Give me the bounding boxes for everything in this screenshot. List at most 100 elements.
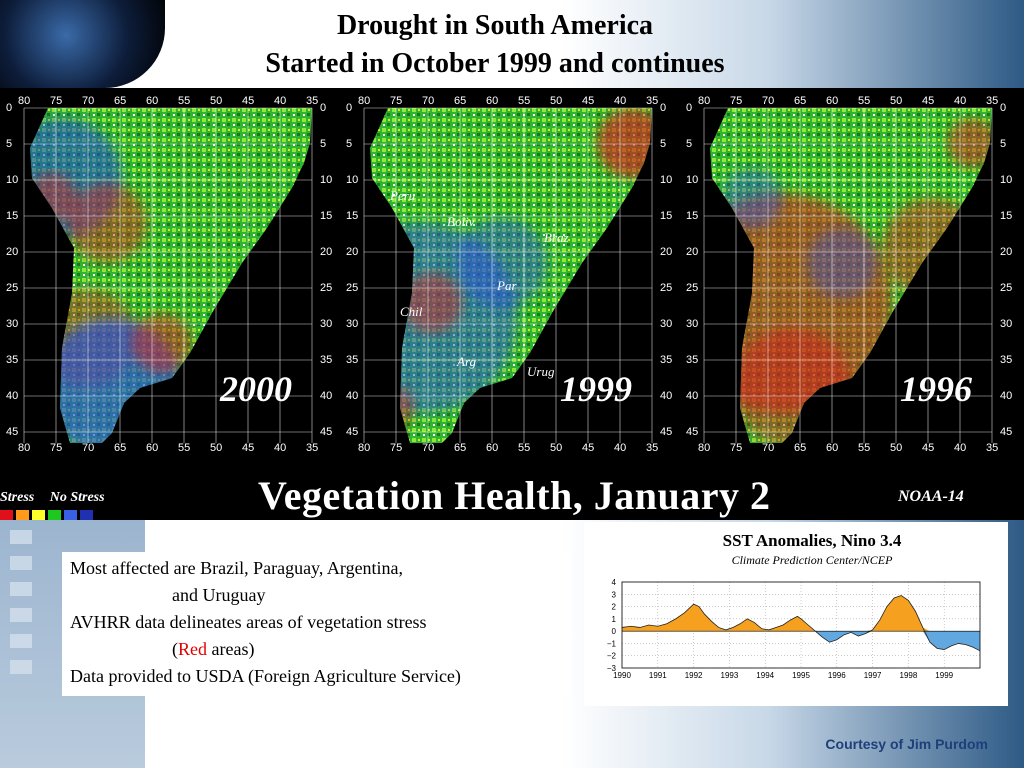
latitude-tick-label: 10 bbox=[346, 174, 359, 186]
y-tick-label: 3 bbox=[612, 590, 617, 599]
longitude-tick-label: 65 bbox=[114, 95, 127, 107]
decorative-square bbox=[10, 556, 32, 570]
longitude-tick-label: 35 bbox=[986, 442, 999, 454]
note-paren-open: ( bbox=[172, 639, 178, 659]
latitude-tick-label: 25 bbox=[686, 282, 699, 294]
longitude-tick-label: 45 bbox=[582, 442, 595, 454]
legend-swatch bbox=[48, 510, 61, 520]
latitude-tick-label: 0 bbox=[660, 102, 667, 114]
stress-region bbox=[370, 386, 414, 430]
stress-region bbox=[732, 328, 852, 443]
latitude-tick-label: 30 bbox=[660, 318, 673, 330]
longitude-tick-label: 45 bbox=[582, 95, 595, 107]
satellite-globe-image bbox=[0, 0, 165, 88]
longitude-tick-label: 50 bbox=[550, 95, 563, 107]
latitude-tick-label: 45 bbox=[346, 426, 359, 438]
y-tick-label: −3 bbox=[607, 664, 617, 673]
longitude-tick-label: 65 bbox=[794, 442, 807, 454]
map-image bbox=[363, 107, 653, 443]
latitude-tick-label: 0 bbox=[346, 102, 353, 114]
chart-subtitle: Climate Prediction Center/NCEP bbox=[732, 553, 894, 567]
latitude-tick-label: 35 bbox=[6, 354, 19, 366]
longitude-tick-label: 45 bbox=[242, 442, 255, 454]
latitude-tick-label: 20 bbox=[1000, 246, 1013, 258]
latitude-tick-label: 25 bbox=[320, 282, 333, 294]
map-panel-2000: 80 80 75 75 70 70 65 65 60 60 55 55 50 50 45 45 40 40 35 35… bbox=[6, 88, 333, 460]
stress-region bbox=[457, 218, 547, 308]
country-label: Chil bbox=[400, 304, 423, 319]
map-panel-1999: 80 80 75 75 70 70 65 65 60 60 55 55 50 50 45 45 40 40 35 35… bbox=[346, 88, 673, 460]
longitude-tick-label: 70 bbox=[762, 95, 775, 107]
latitude-tick-label: 30 bbox=[346, 318, 359, 330]
longitude-tick-label: 80 bbox=[698, 442, 711, 454]
decorative-square bbox=[10, 530, 32, 544]
positive-anomaly-area bbox=[622, 595, 980, 632]
decorative-square bbox=[10, 582, 32, 596]
satellite-label: NOAA-14 bbox=[898, 488, 964, 505]
longitude-tick-label: 75 bbox=[730, 95, 743, 107]
note-red-word: Red bbox=[178, 639, 207, 659]
longitude-tick-label: 50 bbox=[210, 95, 223, 107]
latitude-tick-label: 0 bbox=[6, 102, 13, 114]
notes-textbox: Most affected are Brazil, Paraguay, Arge… bbox=[62, 552, 572, 696]
chart-title: SST Anomalies, Nino 3.4 bbox=[723, 531, 902, 550]
latitude-tick-label: 5 bbox=[6, 138, 13, 150]
y-tick-label: 2 bbox=[612, 603, 617, 612]
latitude-tick-label: 5 bbox=[346, 138, 353, 150]
country-label: Peru bbox=[390, 188, 416, 203]
latitude-tick-label: 10 bbox=[1000, 174, 1013, 186]
country-label: Par bbox=[497, 278, 517, 293]
stress-region bbox=[132, 313, 192, 373]
map-year-label: 2000 bbox=[220, 369, 292, 409]
longitude-tick-label: 45 bbox=[922, 95, 935, 107]
x-tick-label: 1995 bbox=[792, 671, 810, 680]
map-year-label: 1996 bbox=[900, 369, 972, 409]
latitude-tick-label: 20 bbox=[346, 246, 359, 258]
latitude-tick-label: 10 bbox=[660, 174, 673, 186]
latitude-tick-label: 45 bbox=[1000, 426, 1013, 438]
longitude-tick-label: 60 bbox=[486, 442, 499, 454]
legend-no-stress-label: No Stress bbox=[49, 490, 105, 505]
longitude-tick-label: 55 bbox=[858, 95, 871, 107]
longitude-tick-label: 75 bbox=[730, 442, 743, 454]
latitude-tick-label: 45 bbox=[686, 426, 699, 438]
note-line-4: (Red areas) bbox=[172, 639, 254, 660]
note-line-1: Most affected are Brazil, Paraguay, Arge… bbox=[70, 558, 404, 578]
latitude-tick-label: 35 bbox=[320, 354, 333, 366]
latitude-tick-label: 10 bbox=[686, 174, 699, 186]
longitude-tick-label: 55 bbox=[858, 442, 871, 454]
stress-region bbox=[597, 108, 652, 178]
latitude-tick-label: 0 bbox=[686, 102, 693, 114]
vegetation-health-maps: 80 80 75 75 70 70 65 65 60 60 55 55 50 50 45 45 40 40 35 35… bbox=[0, 88, 1024, 520]
x-tick-label: 1993 bbox=[721, 671, 739, 680]
y-tick-label: 0 bbox=[612, 627, 617, 636]
latitude-tick-label: 45 bbox=[6, 426, 19, 438]
longitude-tick-label: 60 bbox=[146, 95, 159, 107]
decorative-square bbox=[10, 660, 32, 674]
latitude-tick-label: 45 bbox=[660, 426, 673, 438]
latitude-tick-label: 15 bbox=[6, 210, 19, 222]
country-label: Boliv bbox=[447, 214, 475, 229]
legend-swatch bbox=[0, 510, 13, 520]
latitude-tick-label: 25 bbox=[660, 282, 673, 294]
longitude-tick-label: 80 bbox=[18, 442, 31, 454]
x-tick-label: 1991 bbox=[649, 671, 667, 680]
latitude-tick-label: 40 bbox=[1000, 390, 1013, 402]
x-tick-label: 1999 bbox=[935, 671, 953, 680]
courtesy-credit: Courtesy of Jim Purdom bbox=[825, 736, 988, 752]
vegetation-health-title: Vegetation Health, January 2 bbox=[258, 473, 771, 518]
latitude-tick-label: 40 bbox=[686, 390, 699, 402]
longitude-tick-label: 75 bbox=[390, 95, 403, 107]
longitude-tick-label: 35 bbox=[306, 442, 319, 454]
latitude-tick-label: 40 bbox=[660, 390, 673, 402]
note-line-5: Data provided to USDA (Foreign Agricultu… bbox=[70, 666, 461, 686]
longitude-tick-label: 80 bbox=[358, 442, 371, 454]
latitude-tick-label: 40 bbox=[6, 390, 19, 402]
longitude-tick-label: 35 bbox=[306, 95, 319, 107]
latitude-tick-label: 25 bbox=[6, 282, 19, 294]
latitude-tick-label: 30 bbox=[320, 318, 333, 330]
legend-swatch bbox=[80, 510, 93, 520]
stress-region bbox=[30, 173, 77, 223]
latitude-tick-label: 15 bbox=[346, 210, 359, 222]
